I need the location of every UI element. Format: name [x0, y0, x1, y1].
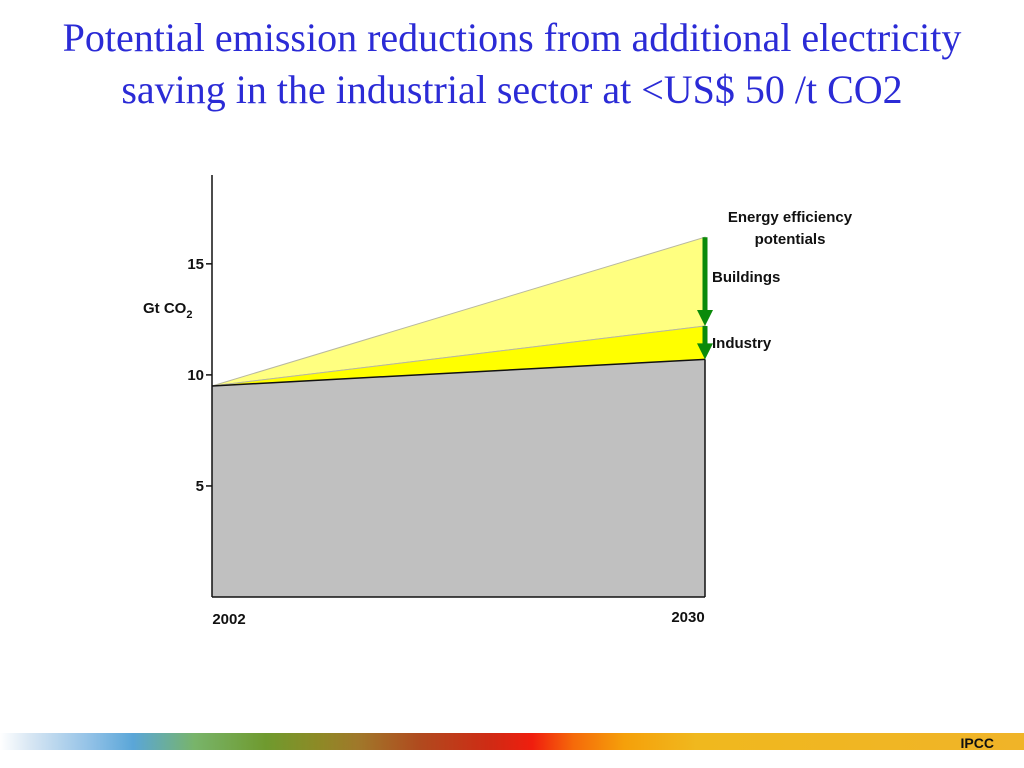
y-axis-label-main: Gt CO: [143, 300, 187, 317]
arrow-industry: [697, 326, 713, 360]
y-tick-label-15: 15: [187, 256, 204, 273]
arrow-buildings: [697, 237, 713, 327]
y-axis-label-sub: 2: [186, 309, 192, 321]
footer-gradient-bar: [0, 733, 1024, 750]
y-ticks: 5 10 15: [187, 256, 212, 495]
x-tick-label-2030: 2030: [671, 609, 704, 626]
annotation-header-line2: potentials: [755, 231, 826, 248]
footer-brand: IPCC: [960, 735, 994, 751]
x-tick-label-2002: 2002: [212, 611, 245, 628]
y-tick-label-10: 10: [187, 367, 204, 384]
annotation-buildings: Buildings: [712, 269, 780, 286]
annotation-header-line1: Energy efficiency: [728, 209, 853, 226]
y-tick-label-5: 5: [196, 478, 204, 495]
area-baseline: [212, 359, 705, 597]
baseline-line: [211, 358, 706, 387]
annotation-industry: Industry: [712, 335, 772, 352]
emissions-chart: 5 10 15 2002 2030 Gt CO2 Energy efficiency…: [143, 175, 853, 628]
y-axis-label: Gt CO2: [143, 300, 192, 321]
slide-title: Potential emission reductions from addit…: [62, 15, 962, 112]
